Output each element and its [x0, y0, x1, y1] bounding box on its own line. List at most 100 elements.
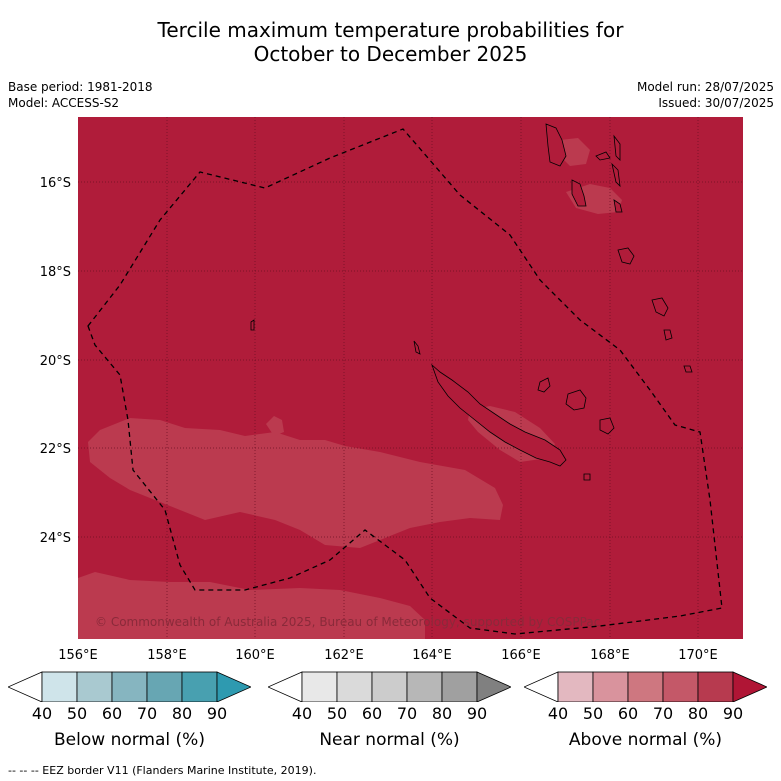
colorbar-segment [111, 671, 148, 703]
colorbar-tick-label: 80 [171, 704, 193, 723]
graticule [78, 117, 743, 639]
longitude-label: 164°E [412, 648, 452, 663]
colorbar-segment [181, 671, 218, 703]
lighter-probability-patch [266, 416, 284, 436]
latitude-label: 22°S [40, 442, 71, 457]
colorbar-tick-label: 60 [361, 704, 383, 723]
colorbar-extend-low [267, 671, 303, 703]
colorbar-tick-label: 70 [396, 704, 418, 723]
colorbar-tick-label: 90 [206, 704, 228, 723]
legend-caption: Below normal (%) [54, 730, 205, 750]
colorbar-ticks: 40 50 60 70 80 90 [8, 704, 251, 724]
colorbar-tick-label: 40 [31, 704, 53, 723]
colorbar-tick-label: 80 [687, 704, 709, 723]
legend-above-normal: 40 50 60 70 80 90 Above normal (%) [523, 668, 768, 750]
title-line-1: Tercile maximum temperature probabilitie… [157, 18, 624, 42]
colorbar-tick-label: 60 [101, 704, 123, 723]
lighter-probability-patch [558, 138, 590, 166]
new-caledonia-main-island [431, 363, 567, 467]
vanuatu-tanna [663, 329, 673, 341]
colorbar-segment [557, 671, 594, 703]
loyalty-island-mare [599, 417, 615, 435]
colorbar-near-normal [267, 671, 512, 703]
colorbar-tick-label: 50 [66, 704, 88, 723]
loyalty-island-ouvea [537, 377, 551, 393]
colorbar-segment [441, 671, 478, 703]
vanuatu-malakula [571, 179, 587, 207]
vanuatu-aneityum [683, 365, 693, 373]
colorbar-below-normal [7, 671, 252, 703]
run-info: Model run: 28/07/2025 Issued: 30/07/2025 [637, 79, 774, 111]
vanuatu-pentecost [611, 162, 621, 188]
belep-island [413, 340, 421, 355]
colorbar-segment [592, 671, 629, 703]
colorbar-ticks: 40 50 60 70 80 90 [524, 704, 767, 724]
latitude-label: 18°S [40, 265, 71, 280]
legend-caption: Above normal (%) [568, 730, 723, 750]
model-info: Base period: 1981-2018 Model: ACCESS-S2 [8, 79, 153, 111]
colorbar-segment [662, 671, 699, 703]
legend-near-normal: 40 50 60 70 80 90 Near normal (%) [267, 668, 512, 750]
colorbar-tick-label: 50 [582, 704, 604, 723]
base-period: Base period: 1981-2018 [8, 80, 153, 94]
colorbar-segment [406, 671, 443, 703]
lighter-probability-patch [88, 418, 503, 548]
colorbar-extend-high [732, 671, 768, 703]
colorbar-segment [146, 671, 183, 703]
latitude-label: 24°S [40, 531, 71, 546]
colorbar-tick-label: 50 [326, 704, 348, 723]
longitude-label: 158°E [147, 648, 187, 663]
latitude-label: 16°S [40, 176, 71, 191]
vanuatu-epi [613, 199, 623, 213]
colorbar-tick-label: 60 [617, 704, 639, 723]
colorbar-segment [76, 671, 113, 703]
colorbar-tick-label: 90 [722, 704, 744, 723]
lighter-probability-patch [78, 572, 425, 639]
coastlines [250, 123, 693, 481]
colorbar-tick-label: 40 [547, 704, 569, 723]
colorbar-segment [697, 671, 734, 703]
colorbar-extend-high [216, 671, 252, 703]
model-run-date: Model run: 28/07/2025 [636, 80, 774, 94]
colorbar-above-normal [523, 671, 768, 703]
longitude-label: 162°E [324, 648, 364, 663]
colorbar-segment [336, 671, 373, 703]
colorbar-tick-label: 70 [652, 704, 674, 723]
map-area [78, 117, 743, 639]
copyright-notice: © Commonwealth of Australia 2025, Bureau… [95, 615, 600, 629]
longitude-labels: 156°E 158°E 160°E 162°E 164°E 166°E 168°E 170°E [58, 648, 718, 663]
vanuatu-espiritu-santo [545, 123, 567, 167]
vanuatu-efate [617, 247, 635, 265]
colorbar-segment [371, 671, 408, 703]
model-name: Model: ACCESS-S2 [8, 96, 120, 110]
longitude-label: 156°E [58, 648, 98, 663]
loyalty-island-lifou [565, 389, 587, 411]
colorbar-extend-low [7, 671, 43, 703]
longitude-label: 166°E [501, 648, 541, 663]
latitude-label: 20°S [40, 354, 71, 369]
colorbar-segment [41, 671, 78, 703]
colorbar-extend-high [476, 671, 512, 703]
legend-below-normal: 40 50 60 70 80 90 Below normal (%) [7, 668, 252, 750]
chesterfield-islet [250, 319, 255, 331]
legend-caption: Near normal (%) [319, 730, 460, 750]
issued-date: Issued: 30/07/2025 [658, 96, 774, 110]
longitude-label: 170°E [678, 648, 718, 663]
colorbar-tick-label: 70 [136, 704, 158, 723]
colorbar-segment [627, 671, 664, 703]
vanuatu-maewo [613, 134, 621, 161]
isle-of-pines [583, 473, 591, 481]
colorbar-ticks: 40 50 60 70 80 90 [268, 704, 511, 724]
title-line-2: October to December 2025 [253, 42, 528, 66]
map-title: Tercile maximum temperature probabilitie… [0, 18, 781, 66]
colorbar-tick-label: 80 [431, 704, 453, 723]
eez-footnote: -- -- -- EEZ border V11 (Flanders Marine… [8, 764, 317, 777]
latitude-labels: 16°S 18°S 20°S 22°S 24°S [40, 176, 71, 546]
colorbar-extend-low [523, 671, 559, 703]
colorbar-tick-label: 40 [291, 704, 313, 723]
colorbar-segment [301, 671, 338, 703]
longitude-label: 168°E [590, 648, 630, 663]
vanuatu-erromango [651, 297, 669, 317]
colorbar-tick-label: 90 [466, 704, 488, 723]
